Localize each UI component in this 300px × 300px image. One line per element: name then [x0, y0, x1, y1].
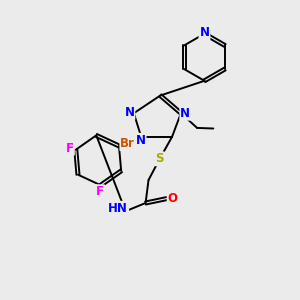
Text: S: S	[155, 152, 164, 165]
Text: O: O	[168, 192, 178, 205]
Text: N: N	[136, 134, 146, 147]
Text: HN: HN	[108, 202, 128, 215]
Text: N: N	[124, 106, 134, 119]
Text: F: F	[66, 142, 74, 155]
Text: F: F	[96, 185, 104, 198]
Text: N: N	[200, 26, 209, 39]
Text: Br: Br	[120, 137, 135, 150]
Text: N: N	[180, 107, 190, 120]
